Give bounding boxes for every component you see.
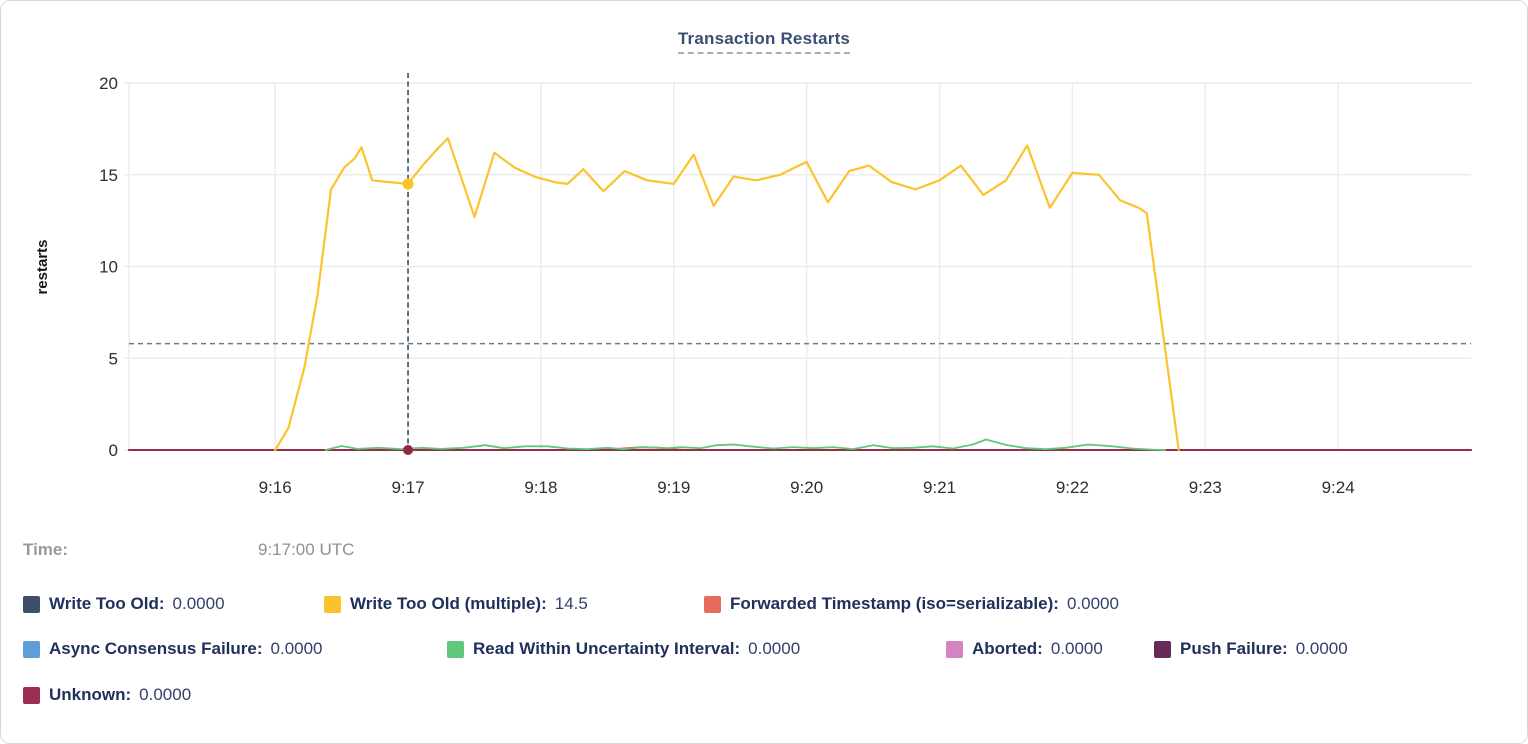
svg-text:0: 0 <box>109 441 118 460</box>
legend-item: Push Failure: 0.0000 <box>1154 639 1348 659</box>
svg-text:9:19: 9:19 <box>657 478 690 497</box>
legend-swatch <box>23 640 40 658</box>
legend-label: Push Failure: <box>1180 639 1288 658</box>
svg-text:restarts: restarts <box>34 239 51 294</box>
legend-item: Forwarded Timestamp (iso=serializable): … <box>704 594 1119 614</box>
legend-value: 0.0000 <box>1295 639 1348 658</box>
svg-text:5: 5 <box>109 349 118 368</box>
svg-text:9:23: 9:23 <box>1189 478 1222 497</box>
svg-text:9:21: 9:21 <box>923 478 956 497</box>
svg-text:9:17: 9:17 <box>391 478 424 497</box>
svg-text:9:20: 9:20 <box>790 478 823 497</box>
legend-row-1: Write Too Old: 0.0000 Write Too Old (mul… <box>23 594 1119 614</box>
legend-label: Write Too Old: <box>49 594 165 613</box>
legend-swatch <box>946 640 963 658</box>
legend-value: 0.0000 <box>1050 639 1103 658</box>
chart-title[interactable]: Transaction Restarts <box>677 29 851 54</box>
legend-swatch <box>23 595 40 613</box>
chart-svg[interactable]: 9:16 9:17 9:18 9:19 9:20 9:21 9:22 9:23 9:24 0 5 10… <box>1 1 1528 516</box>
legend-item: Read Within Uncertainty Interval: 0.0000 <box>447 639 946 659</box>
time-label: Time: <box>23 540 69 559</box>
svg-text:9:18: 9:18 <box>524 478 557 497</box>
legend-value: 0.0000 <box>748 639 801 658</box>
legend-value: 0.0000 <box>270 639 323 658</box>
chart-title-wrap: Transaction Restarts <box>1 29 1527 54</box>
legend-label: Read Within Uncertainty Interval: <box>473 639 741 658</box>
svg-text:9:22: 9:22 <box>1056 478 1089 497</box>
svg-text:15: 15 <box>99 166 118 185</box>
legend-item: Aborted: 0.0000 <box>946 639 1154 659</box>
legend-swatch <box>704 595 721 613</box>
legend-swatch <box>1154 640 1171 658</box>
legend-value: 0.0000 <box>1066 594 1119 613</box>
legend-item: Write Too Old: 0.0000 <box>23 594 324 614</box>
svg-text:10: 10 <box>99 258 118 277</box>
legend-row-2: Async Consensus Failure: 0.0000 Read Wit… <box>23 639 1348 659</box>
legend-label: Async Consensus Failure: <box>49 639 263 658</box>
legend-swatch <box>23 686 40 704</box>
legend-label: Aborted: <box>972 639 1043 658</box>
legend-item: Async Consensus Failure: 0.0000 <box>23 639 447 659</box>
legend-swatch <box>324 595 341 613</box>
legend-swatch <box>447 640 464 658</box>
legend-item: Unknown: 0.0000 <box>23 685 191 705</box>
legend-value: 0.0000 <box>172 594 225 613</box>
time-row: Time: 9:17:00 UTC <box>23 540 623 562</box>
svg-text:20: 20 <box>99 74 118 93</box>
legend-item: Write Too Old (multiple): 14.5 <box>324 594 704 614</box>
legend-label: Forwarded Timestamp (iso=serializable): <box>730 594 1059 613</box>
time-value: 9:17:00 UTC <box>258 540 355 559</box>
svg-text:9:16: 9:16 <box>259 478 292 497</box>
legend-value: 0.0000 <box>139 685 192 704</box>
legend-label: Unknown: <box>49 685 132 704</box>
svg-text:9:24: 9:24 <box>1322 478 1355 497</box>
legend-row-3: Unknown: 0.0000 <box>23 685 191 705</box>
legend-label: Write Too Old (multiple): <box>350 594 547 613</box>
legend-value: 14.5 <box>554 594 588 613</box>
